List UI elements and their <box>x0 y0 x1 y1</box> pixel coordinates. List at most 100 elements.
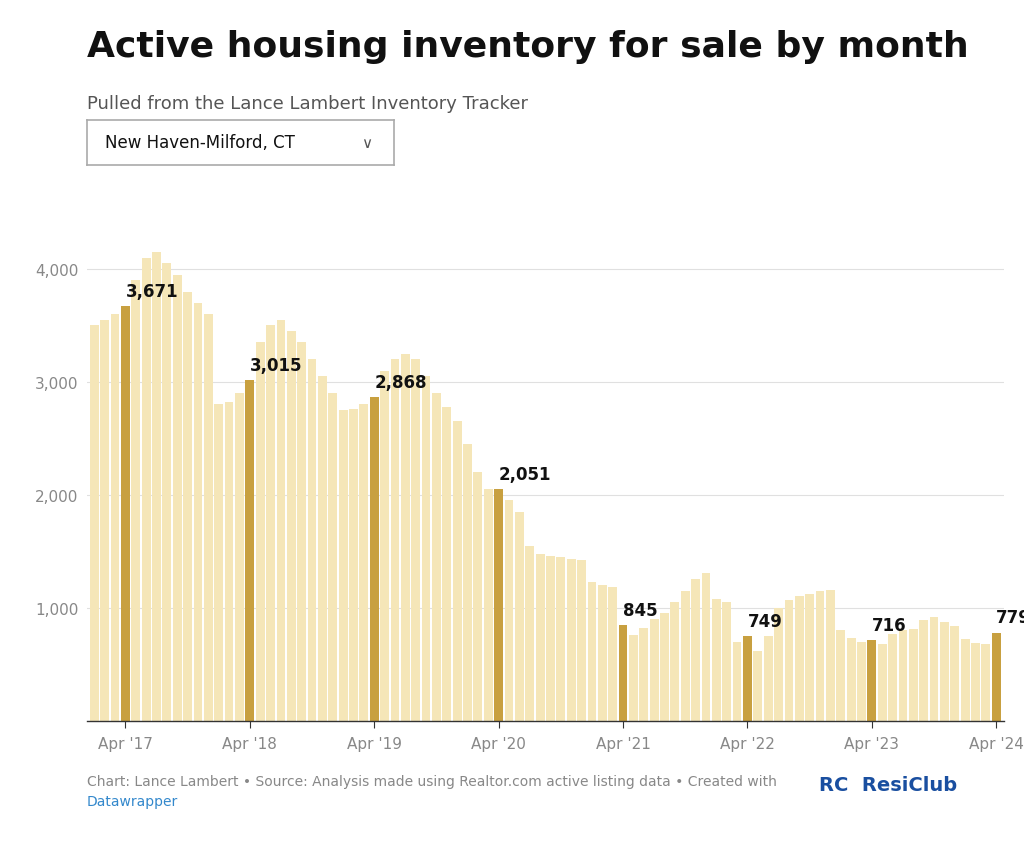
Bar <box>173 276 181 721</box>
Text: New Haven-Milford, CT: New Haven-Milford, CT <box>105 134 295 153</box>
Bar <box>525 546 535 721</box>
Bar <box>297 343 306 721</box>
Bar <box>971 643 980 721</box>
Bar <box>940 623 949 721</box>
Bar <box>100 321 110 721</box>
Bar <box>390 360 399 721</box>
Bar <box>131 281 140 721</box>
Bar <box>578 560 586 721</box>
Bar <box>204 315 213 721</box>
Bar <box>349 409 358 721</box>
Bar <box>214 405 223 721</box>
Bar <box>442 407 452 721</box>
Bar <box>691 580 700 721</box>
Text: ∨: ∨ <box>361 136 372 151</box>
Bar <box>847 638 855 721</box>
Bar <box>473 473 482 721</box>
Bar <box>90 326 98 721</box>
Bar <box>909 630 918 721</box>
Bar <box>774 608 783 721</box>
Bar <box>236 394 244 721</box>
Bar <box>422 377 430 721</box>
Bar <box>453 422 462 721</box>
Bar <box>484 490 493 721</box>
Bar <box>629 635 638 721</box>
Bar <box>598 585 606 721</box>
Bar <box>650 619 658 721</box>
Bar <box>888 634 897 721</box>
Bar <box>163 264 171 721</box>
Text: 2,051: 2,051 <box>499 465 551 484</box>
Bar <box>515 512 523 721</box>
Text: 3,015: 3,015 <box>250 357 302 374</box>
Bar <box>412 360 420 721</box>
Bar <box>194 304 203 721</box>
Bar <box>805 595 814 721</box>
Bar <box>837 630 845 721</box>
Text: 716: 716 <box>871 616 906 634</box>
Bar <box>370 397 379 721</box>
Bar <box>867 640 877 721</box>
Bar <box>380 371 389 721</box>
Text: RC  ResiClub: RC ResiClub <box>819 775 957 794</box>
Bar <box>224 403 233 721</box>
Bar <box>567 560 575 721</box>
Bar <box>992 633 1000 721</box>
Bar <box>121 307 130 721</box>
Bar <box>153 252 161 721</box>
Bar <box>588 582 596 721</box>
Bar <box>276 321 286 721</box>
Bar <box>660 613 669 721</box>
Bar <box>722 602 731 721</box>
Bar <box>556 557 565 721</box>
Text: Pulled from the Lance Lambert Inventory Tracker: Pulled from the Lance Lambert Inventory … <box>87 95 528 113</box>
Text: 3,671: 3,671 <box>125 282 178 300</box>
Bar <box>463 444 472 721</box>
Bar <box>505 501 513 721</box>
Bar <box>764 636 772 721</box>
Bar <box>266 326 275 721</box>
Bar <box>671 602 679 721</box>
Bar <box>329 394 337 721</box>
Bar <box>701 573 711 721</box>
Bar <box>307 360 316 721</box>
Bar <box>401 354 410 721</box>
Text: 779: 779 <box>996 609 1024 627</box>
Bar <box>495 490 503 721</box>
Bar <box>795 597 804 721</box>
Bar <box>712 599 721 721</box>
Bar <box>732 641 741 721</box>
Bar <box>857 641 866 721</box>
Bar <box>608 588 617 721</box>
Bar <box>111 315 120 721</box>
Bar <box>898 630 907 721</box>
Text: 2,868: 2,868 <box>374 373 427 392</box>
Bar <box>826 590 835 721</box>
Bar <box>681 591 689 721</box>
Bar <box>256 343 264 721</box>
Bar <box>359 405 369 721</box>
Bar <box>546 556 555 721</box>
Bar <box>878 644 887 721</box>
Text: 749: 749 <box>748 612 782 630</box>
Bar <box>920 620 928 721</box>
Bar <box>981 644 990 721</box>
Bar <box>141 258 151 721</box>
Text: Datawrapper: Datawrapper <box>87 794 178 808</box>
Bar <box>618 625 628 721</box>
Bar <box>246 380 254 721</box>
Bar <box>961 640 970 721</box>
Bar <box>930 617 938 721</box>
Bar <box>754 651 762 721</box>
Bar <box>287 332 296 721</box>
Bar <box>339 410 347 721</box>
Bar <box>536 554 545 721</box>
Bar <box>743 636 752 721</box>
Bar <box>639 629 648 721</box>
Bar <box>950 626 959 721</box>
Bar <box>183 293 193 721</box>
Text: Chart: Lance Lambert • Source: Analysis made using Realtor.com active listing da: Chart: Lance Lambert • Source: Analysis … <box>87 775 777 788</box>
Bar <box>784 601 794 721</box>
Bar <box>815 591 824 721</box>
Text: Active housing inventory for sale by month: Active housing inventory for sale by mon… <box>87 30 969 64</box>
